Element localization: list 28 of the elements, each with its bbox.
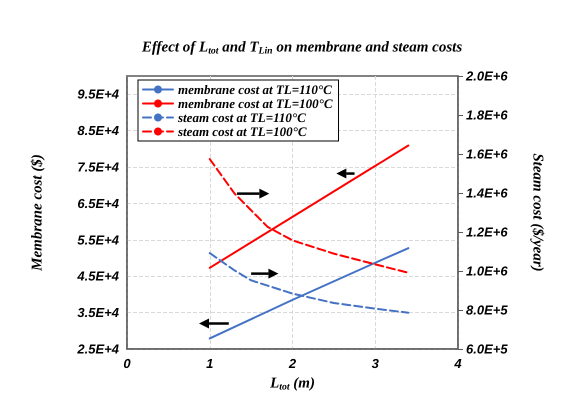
- y2-tick-label: 1.0E+6: [466, 264, 508, 278]
- y2-tick-label: 1.8E+6: [466, 108, 508, 122]
- y-tick-label: 4.5E+4: [76, 268, 120, 284]
- y-tick-label: 9.5E+4: [77, 86, 120, 102]
- y-tick-label: 8.5E+4: [77, 123, 120, 138]
- legend-label: steam cost at TL=110°C: [177, 110, 306, 125]
- y-axis-title: Membrane cost ($): [30, 154, 46, 272]
- legend-label: steam cost at TL=100°C: [177, 124, 307, 139]
- y2-tick-label: 1.4E+6: [466, 186, 508, 200]
- x-tick-label: 3: [372, 356, 380, 371]
- y-tick-label: 7.5E+4: [77, 160, 120, 174]
- y2-tick-label: 2.0E+6: [465, 68, 508, 84]
- x-tick-label: 4: [453, 356, 462, 371]
- x-tick-label: 1: [206, 356, 214, 371]
- y2-tick-label: 1.2E+6: [466, 224, 508, 240]
- y2-tick-label: 6.0E+5: [466, 342, 508, 356]
- y2-tick-label: 8.0E+5: [466, 302, 508, 318]
- y-tick-label: 5.5E+4: [77, 232, 120, 248]
- legend-label: membrane cost at TL=110°C: [178, 82, 332, 97]
- y2-tick-label: 1.6E+6: [466, 146, 508, 162]
- y-tick-label: 3.5E+4: [77, 305, 120, 320]
- legend-label: membrane cost at TL=100°C: [178, 96, 333, 111]
- line-series: [208, 247, 410, 340]
- y-tick-label: 2.5E+4: [76, 342, 120, 356]
- x-tick-label: 0: [123, 356, 132, 371]
- x-tick-label: 2: [288, 356, 297, 371]
- y2-axis-title: Steam cost ($/year): [530, 153, 546, 272]
- y-tick-label: 6.5E+4: [77, 196, 120, 211]
